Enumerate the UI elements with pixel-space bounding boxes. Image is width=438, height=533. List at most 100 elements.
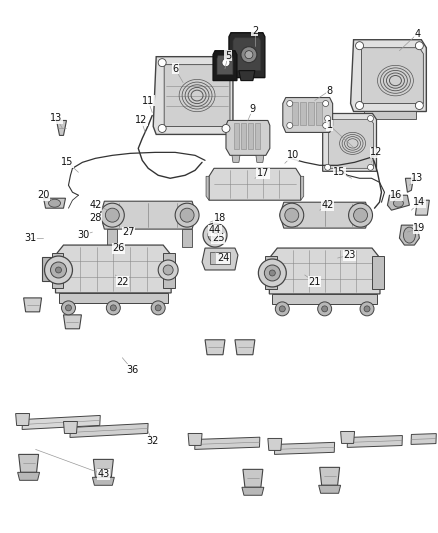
Polygon shape xyxy=(272,294,377,304)
Text: 22: 22 xyxy=(116,277,129,287)
Ellipse shape xyxy=(285,208,299,222)
Polygon shape xyxy=(195,437,260,449)
Polygon shape xyxy=(350,40,426,111)
Ellipse shape xyxy=(325,164,331,171)
Polygon shape xyxy=(59,293,168,303)
Text: 8: 8 xyxy=(327,86,333,95)
Ellipse shape xyxy=(222,59,230,67)
Ellipse shape xyxy=(356,101,364,109)
Polygon shape xyxy=(319,486,341,493)
Polygon shape xyxy=(235,340,255,355)
Text: 32: 32 xyxy=(146,437,159,447)
Ellipse shape xyxy=(49,199,60,207)
Text: 44: 44 xyxy=(209,225,221,235)
Text: 12: 12 xyxy=(370,147,383,157)
Polygon shape xyxy=(93,459,113,478)
Text: 13: 13 xyxy=(411,173,424,183)
Ellipse shape xyxy=(241,47,257,63)
Polygon shape xyxy=(265,256,277,289)
Bar xyxy=(241,124,246,149)
Ellipse shape xyxy=(367,164,374,171)
Polygon shape xyxy=(202,248,238,270)
Polygon shape xyxy=(217,55,233,75)
Polygon shape xyxy=(399,225,419,245)
Text: 15: 15 xyxy=(61,157,74,167)
Ellipse shape xyxy=(100,203,124,227)
Polygon shape xyxy=(229,33,265,78)
Polygon shape xyxy=(188,433,202,446)
Text: 17: 17 xyxy=(257,168,269,179)
Bar xyxy=(210,252,230,264)
Polygon shape xyxy=(243,470,263,487)
Ellipse shape xyxy=(106,301,120,315)
Polygon shape xyxy=(226,120,270,155)
Ellipse shape xyxy=(287,123,293,128)
Polygon shape xyxy=(388,195,410,210)
Polygon shape xyxy=(323,114,377,171)
Ellipse shape xyxy=(106,208,119,222)
Ellipse shape xyxy=(321,306,328,312)
Ellipse shape xyxy=(175,203,199,227)
Text: 18: 18 xyxy=(214,213,226,223)
Polygon shape xyxy=(70,423,148,438)
Polygon shape xyxy=(153,56,233,134)
Ellipse shape xyxy=(287,101,293,107)
Polygon shape xyxy=(406,178,413,192)
Polygon shape xyxy=(19,455,39,472)
Polygon shape xyxy=(205,340,225,355)
Ellipse shape xyxy=(158,59,166,67)
Text: 16: 16 xyxy=(390,190,403,200)
Polygon shape xyxy=(206,176,209,200)
Ellipse shape xyxy=(208,228,222,242)
Text: 26: 26 xyxy=(112,243,124,253)
Ellipse shape xyxy=(61,301,75,315)
Polygon shape xyxy=(52,253,64,288)
Polygon shape xyxy=(92,478,114,486)
Ellipse shape xyxy=(356,42,364,50)
Text: 6: 6 xyxy=(172,63,178,74)
Polygon shape xyxy=(347,435,403,447)
Text: 23: 23 xyxy=(343,250,356,260)
Ellipse shape xyxy=(279,306,285,312)
Ellipse shape xyxy=(276,302,289,316)
Ellipse shape xyxy=(222,124,230,132)
Text: 19: 19 xyxy=(413,223,425,233)
Polygon shape xyxy=(42,257,52,281)
Polygon shape xyxy=(16,414,30,425)
Ellipse shape xyxy=(110,305,117,311)
Polygon shape xyxy=(107,229,117,247)
Polygon shape xyxy=(64,315,81,329)
Text: 14: 14 xyxy=(413,197,425,207)
Text: 2: 2 xyxy=(252,26,258,36)
Bar xyxy=(300,101,306,125)
Ellipse shape xyxy=(203,223,227,247)
Polygon shape xyxy=(209,168,301,200)
Polygon shape xyxy=(320,467,339,486)
Ellipse shape xyxy=(318,302,332,316)
Polygon shape xyxy=(242,487,264,495)
Ellipse shape xyxy=(360,302,374,316)
Polygon shape xyxy=(163,253,175,288)
Ellipse shape xyxy=(163,265,173,275)
Text: 20: 20 xyxy=(37,190,50,200)
Text: 36: 36 xyxy=(126,365,138,375)
Text: 42: 42 xyxy=(89,200,102,210)
Bar xyxy=(308,101,314,125)
Ellipse shape xyxy=(415,42,424,50)
Text: 31: 31 xyxy=(25,233,37,243)
Polygon shape xyxy=(56,245,171,293)
Bar xyxy=(316,101,321,125)
Polygon shape xyxy=(43,198,66,208)
Text: 24: 24 xyxy=(217,253,229,263)
Ellipse shape xyxy=(158,260,178,280)
Ellipse shape xyxy=(258,259,286,287)
Ellipse shape xyxy=(323,123,328,128)
Polygon shape xyxy=(280,202,370,228)
Polygon shape xyxy=(18,472,39,480)
Polygon shape xyxy=(57,120,67,135)
Ellipse shape xyxy=(269,270,276,276)
Polygon shape xyxy=(301,176,304,200)
Text: 13: 13 xyxy=(50,114,63,124)
Polygon shape xyxy=(100,201,196,229)
Bar xyxy=(248,124,253,149)
